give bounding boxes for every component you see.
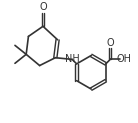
Text: O: O	[107, 38, 114, 48]
Text: NH: NH	[65, 54, 79, 64]
Text: O: O	[40, 2, 47, 12]
Text: OH: OH	[116, 54, 131, 64]
